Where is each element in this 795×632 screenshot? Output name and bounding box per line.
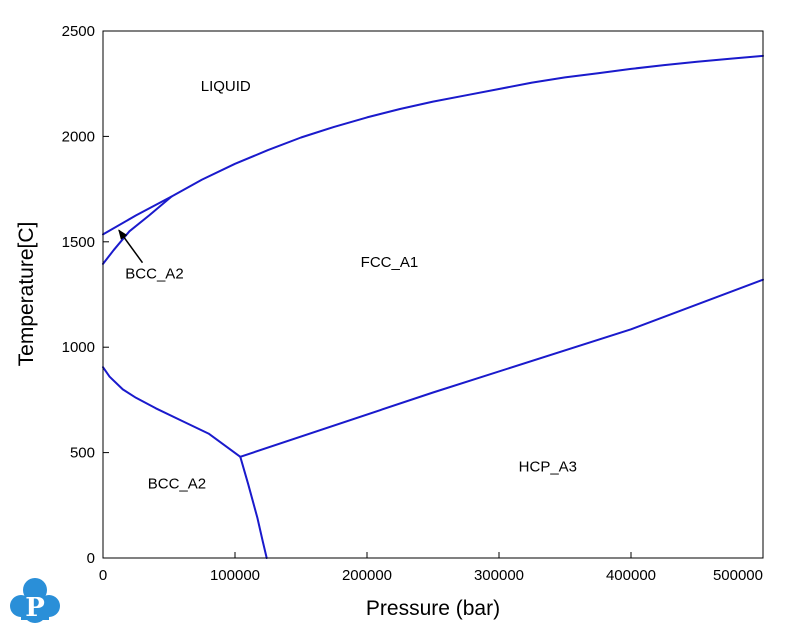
x-tick-label: 500000 <box>713 567 763 584</box>
phase-boundary-line-1 <box>102 54 764 236</box>
y-axis-title: Temperature[C] <box>15 222 38 367</box>
cloud-logo-icon <box>10 578 60 623</box>
plot-frame <box>102 30 764 559</box>
region-label: BCC_A2 <box>148 475 206 492</box>
y-tick-label: 1500 <box>62 234 95 251</box>
thermocalc-logo: P <box>10 578 60 623</box>
y-tick-label: 0 <box>87 550 95 567</box>
phase-boundary-line-5 <box>239 455 268 559</box>
x-tick-label: 400000 <box>606 567 656 584</box>
y-tick-label: 1000 <box>62 339 95 356</box>
region-labels: LIQUID FCC_A1 BCC_A2 BCC_A2 HCP_A3 <box>118 78 577 492</box>
phase-boundary-line-4 <box>239 278 764 458</box>
x-tick-label: 200000 <box>342 567 392 584</box>
annotation-arrow <box>118 229 144 264</box>
region-label: BCC_A2 <box>125 266 183 283</box>
phase-boundaries <box>102 54 764 559</box>
y-tick-label: 2500 <box>62 23 95 40</box>
logo-letter: P <box>25 593 45 623</box>
phase-boundary-line-3 <box>102 366 242 458</box>
x-tick-label: 100000 <box>210 567 260 584</box>
x-tick-label: 300000 <box>474 567 524 584</box>
y-tick-label: 500 <box>70 445 95 462</box>
x-axis: 0 100000 200000 300000 400000 500000 <box>99 552 764 584</box>
y-axis: 0 500 1000 1500 2000 2500 <box>62 23 109 567</box>
phase-boundary-line-2 <box>102 195 173 265</box>
x-tick-label: 0 <box>99 567 107 584</box>
y-tick-label: 2000 <box>62 128 95 145</box>
region-label: HCP_A3 <box>519 459 577 476</box>
x-axis-title: Pressure (bar) <box>366 597 500 620</box>
region-label: FCC_A1 <box>361 254 419 271</box>
region-label: LIQUID <box>201 78 251 95</box>
